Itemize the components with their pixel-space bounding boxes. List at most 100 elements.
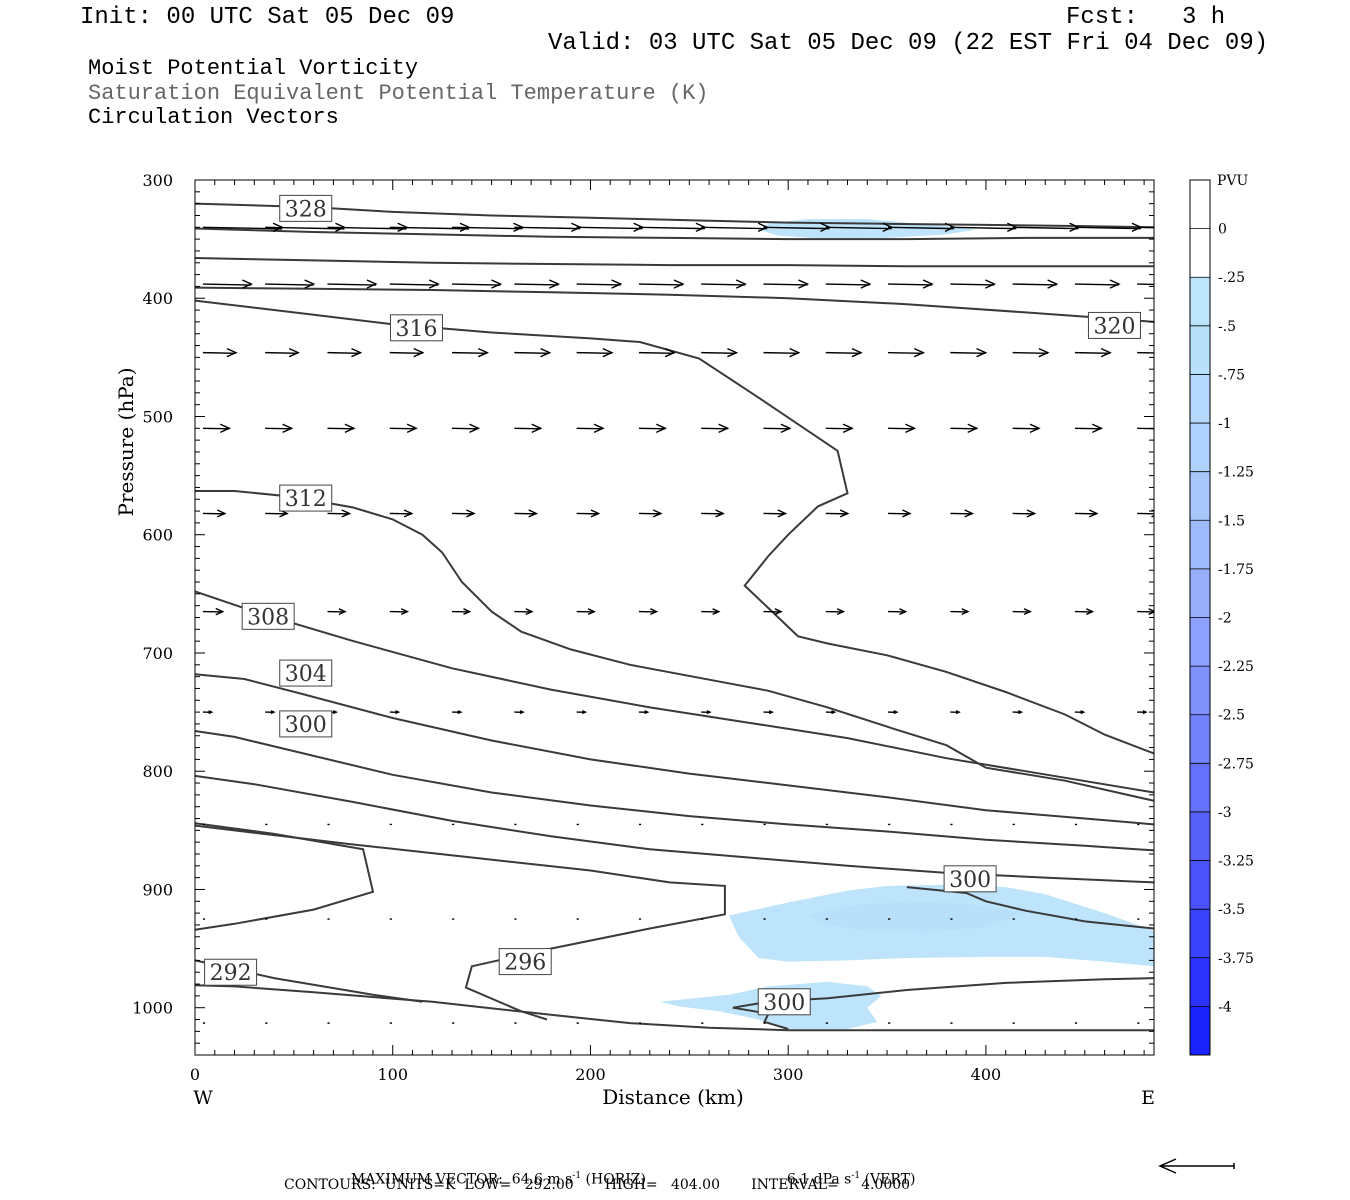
circulation-vector xyxy=(389,351,423,354)
colorbar-label: -1.25 xyxy=(1218,465,1254,481)
circulation-vector xyxy=(514,351,550,355)
circulation-vector-head xyxy=(395,710,401,715)
circulation-vector-head xyxy=(304,279,316,289)
circulation-vector-head xyxy=(1088,509,1099,518)
circulation-vector-head xyxy=(1109,279,1121,289)
circulation-vector-head xyxy=(652,509,663,518)
circulation-vector-head xyxy=(780,423,792,433)
circulation-vector xyxy=(202,351,236,354)
max-vector-horiz-tag: (HORIZ) xyxy=(581,1171,646,1188)
circulation-vector-head xyxy=(842,423,854,433)
circulation-vector-head xyxy=(831,710,837,715)
colorbar-label: -3 xyxy=(1218,805,1232,821)
x-tick-label: 300 xyxy=(773,1065,804,1084)
circulation-vector-head xyxy=(774,608,783,615)
circulation-vector-head xyxy=(593,423,605,433)
contour-label-box xyxy=(389,314,443,342)
pv-shaded-region-2 xyxy=(808,901,1026,932)
circulation-vector-head xyxy=(282,423,294,433)
circulation-vector-head xyxy=(332,710,338,715)
circulation-vector-head xyxy=(922,279,934,289)
x-axis-title: Distance (km) xyxy=(602,1085,744,1109)
circulation-vector xyxy=(1012,351,1048,355)
theta-contour-2 xyxy=(195,257,1154,268)
circulation-vector-head xyxy=(735,279,747,289)
circulation-vector xyxy=(389,427,417,430)
circulation-vector-head xyxy=(270,710,276,715)
circulation-vector xyxy=(701,283,746,286)
max-vector-info: MAXIMUM VECTOR: 64.6 m s-1 (HORIZ) xyxy=(342,1158,646,1187)
circulation-vector xyxy=(327,427,354,430)
circulation-vector xyxy=(327,283,376,286)
circulation-vector-head xyxy=(976,347,988,358)
circulation-vector-head xyxy=(1086,608,1095,615)
theta-contour-1 xyxy=(195,227,1154,241)
circulation-vector xyxy=(763,283,808,286)
circulation-vector xyxy=(950,427,977,430)
circulation-vector-head xyxy=(967,423,979,433)
circulation-vector-head xyxy=(540,347,552,358)
circulation-vector-head xyxy=(727,347,739,358)
contour-label-box xyxy=(279,194,333,222)
circulation-vector-head xyxy=(656,423,668,433)
circulation-vector xyxy=(452,427,479,430)
colorbar-swatch xyxy=(1190,666,1210,716)
colorbar-swatch xyxy=(1190,763,1210,813)
contour-label: 320 xyxy=(1093,314,1135,339)
circulation-vector-head xyxy=(961,608,970,615)
circulation-vector xyxy=(1137,283,1154,286)
contours-info: CONTOURS: UNITS=K LOW= 292.00 HIGH= 404.… xyxy=(284,1177,911,1193)
circulation-vector xyxy=(1074,226,1141,230)
colorbar-label: -1 xyxy=(1218,416,1232,432)
circulation-vector xyxy=(763,427,790,430)
circulation-vector-head xyxy=(602,347,614,358)
circulation-vector xyxy=(825,283,870,286)
circulation-vector xyxy=(265,283,314,286)
circulation-vector-head xyxy=(208,710,214,715)
circulation-vector xyxy=(638,427,666,430)
y-tick-label: 500 xyxy=(142,407,173,426)
circulation-vector-head xyxy=(413,347,425,358)
circulation-vector-head xyxy=(1155,424,1164,432)
colorbar-swatch xyxy=(1190,325,1210,375)
circulation-vector-head xyxy=(338,608,347,615)
colorbar-swatch xyxy=(1190,811,1210,862)
contour-label: 300 xyxy=(763,991,805,1016)
contour-label-box xyxy=(498,948,552,976)
max-vector-horiz-exponent: -1 xyxy=(572,1171,582,1181)
theta-contour-6 xyxy=(195,590,1154,794)
theta-contour-0 xyxy=(195,202,1154,229)
circulation-vector xyxy=(265,351,299,354)
circulation-vector-head xyxy=(1163,349,1172,357)
circulation-vector-head xyxy=(955,710,961,715)
x-tick-label: 100 xyxy=(377,1065,408,1084)
circulation-vector-head xyxy=(1023,608,1032,615)
circulation-vector-head xyxy=(789,347,801,358)
y-tick-label: 600 xyxy=(142,526,173,545)
forecast-label: Fcst: xyxy=(1066,4,1139,31)
circulation-vector xyxy=(825,226,892,230)
contour-label: 316 xyxy=(395,317,437,342)
circulation-vector-head xyxy=(985,279,997,289)
colorbar-label: -3.75 xyxy=(1218,951,1254,967)
circulation-vector-head xyxy=(288,347,300,358)
circulation-vector-head xyxy=(351,347,363,358)
circulation-vector-head xyxy=(913,347,925,358)
circulation-vector-head xyxy=(226,347,238,358)
contour-label: 312 xyxy=(285,487,327,512)
circulation-vector-head xyxy=(1047,279,1059,289)
circulation-vector xyxy=(202,283,252,286)
circulation-vector-head xyxy=(590,509,601,518)
circulation-vector-head xyxy=(582,710,588,715)
circulation-vector-head xyxy=(839,509,850,518)
circulation-vector xyxy=(202,226,283,230)
colorbar-label: -.5 xyxy=(1218,319,1236,335)
y-tick-label: 300 xyxy=(142,171,173,190)
circulation-vector xyxy=(1012,226,1079,230)
east-label: E xyxy=(1141,1087,1155,1109)
colorbar-label: -.75 xyxy=(1218,367,1245,383)
circulation-vector xyxy=(888,427,915,430)
circulation-vector xyxy=(452,226,523,230)
circulation-vector-head xyxy=(860,279,872,289)
theta-contour-8 xyxy=(195,730,1154,852)
